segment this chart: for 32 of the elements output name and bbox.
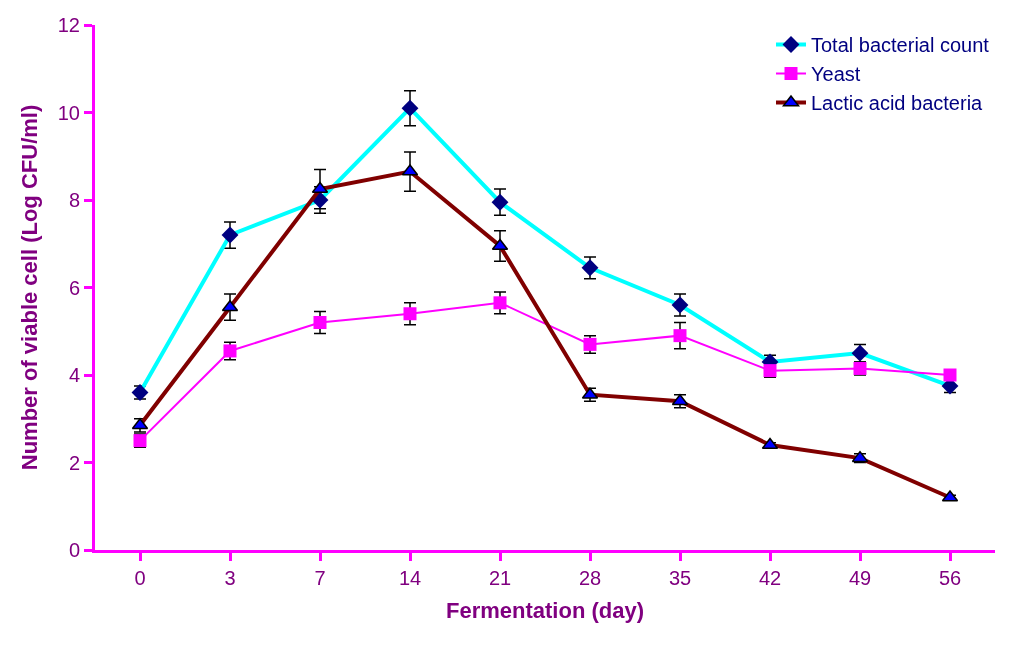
point bbox=[221, 299, 239, 312]
y-tick-label: 12 bbox=[57, 14, 80, 36]
y-tick-label: 2 bbox=[68, 451, 80, 474]
x-tick-label: 42 bbox=[758, 567, 782, 589]
x-tick-label: 35 bbox=[668, 567, 692, 589]
legend-label: Total bacterial count bbox=[811, 34, 990, 57]
point bbox=[311, 181, 329, 194]
x-tick-label: 7 bbox=[314, 567, 326, 589]
legend-label: Lactic acid bacteria bbox=[811, 92, 984, 115]
point bbox=[491, 193, 509, 211]
x-tick-label: 14 bbox=[398, 567, 422, 589]
y-tick-label: 8 bbox=[68, 189, 80, 211]
y-tick-label: 4 bbox=[68, 364, 80, 386]
x-tick-label: 21 bbox=[488, 567, 512, 589]
point bbox=[403, 307, 417, 321]
y-axis-title: Number of viable cell (Log CFU/ml) bbox=[16, 104, 42, 471]
point bbox=[493, 296, 507, 310]
x-tick-label: 49 bbox=[848, 567, 872, 589]
x-tick-label: 0 bbox=[134, 567, 146, 589]
point bbox=[673, 329, 687, 343]
legend-label: Yeast bbox=[811, 63, 861, 86]
y-tick-label: 0 bbox=[68, 539, 80, 561]
y-tick-label: 10 bbox=[57, 101, 80, 124]
x-tick-label: 3 bbox=[224, 567, 236, 589]
x-axis-title: Fermentation (day) bbox=[445, 597, 645, 623]
point bbox=[313, 316, 327, 329]
x-tick-label: 56 bbox=[938, 567, 962, 589]
point bbox=[401, 99, 419, 117]
x-tick-label: 28 bbox=[578, 567, 602, 589]
point bbox=[943, 368, 957, 382]
y-tick-label: 6 bbox=[68, 276, 80, 299]
point bbox=[221, 226, 239, 244]
